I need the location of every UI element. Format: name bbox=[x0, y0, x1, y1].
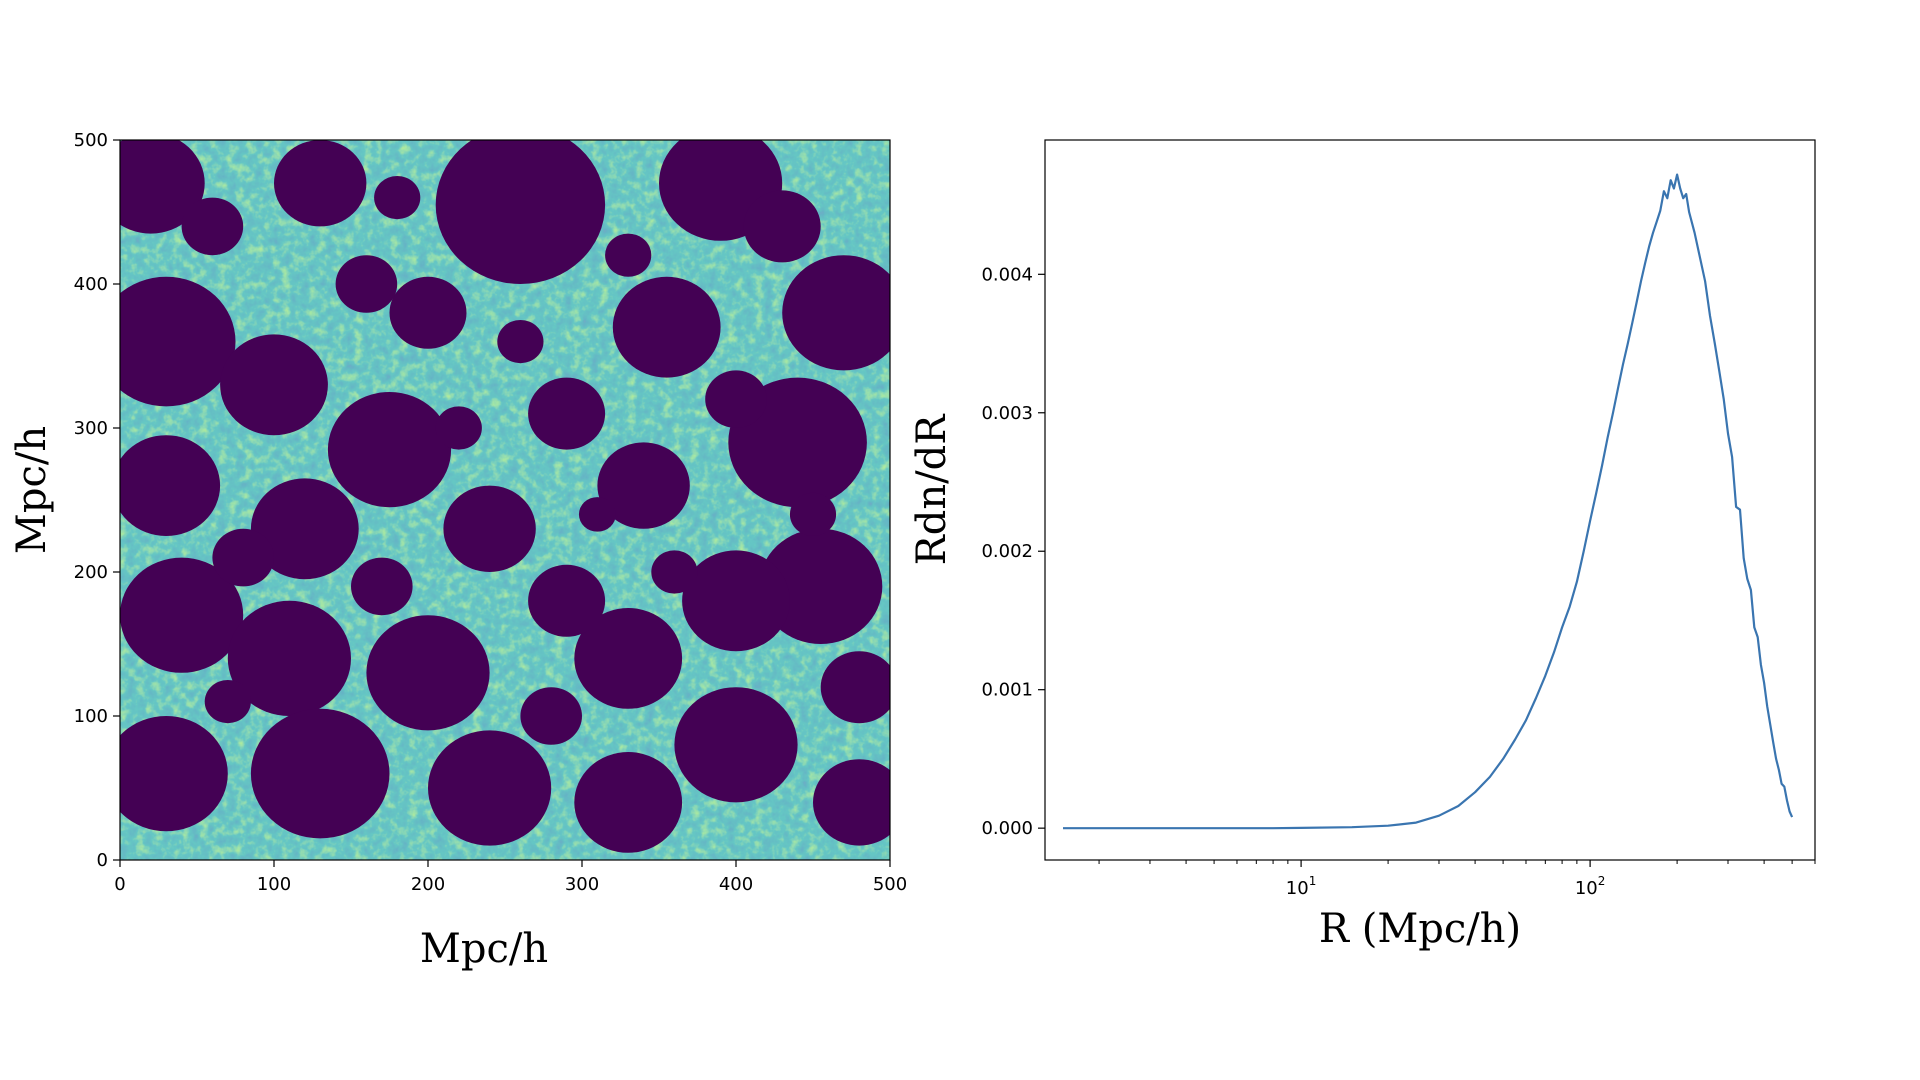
map-x-ticks: 0 100 200 300 400 500 bbox=[114, 860, 907, 895]
map-y-axis-label: Mpc/h bbox=[9, 426, 55, 554]
map-x-tick-label: 100 bbox=[257, 874, 291, 895]
ionized-region-9 bbox=[612, 276, 721, 378]
dist-y-ticks: 0.000 0.001 0.002 0.003 0.004 bbox=[981, 264, 1045, 839]
ionized-region-22 bbox=[250, 708, 390, 839]
map-y-ticks: 0 100 200 300 400 500 bbox=[74, 130, 120, 871]
map-x-axis-label: Mpc/h bbox=[420, 926, 548, 972]
map-x-tick-label: 400 bbox=[719, 874, 753, 895]
ionized-region-38 bbox=[497, 320, 544, 364]
ionized-region-21 bbox=[120, 716, 228, 832]
ionized-region-7 bbox=[327, 392, 452, 508]
map-y-tick-label: 300 bbox=[74, 418, 108, 439]
ionized-region-25 bbox=[674, 687, 798, 803]
map-x-tick-label: 500 bbox=[873, 874, 907, 895]
ionized-region-5 bbox=[120, 276, 236, 407]
map-frame bbox=[119, 139, 891, 861]
ionized-region-31 bbox=[212, 528, 274, 587]
ionized-region-13 bbox=[443, 485, 536, 572]
ionized-region-12 bbox=[250, 478, 359, 580]
ionized-region-16 bbox=[120, 557, 244, 673]
dist-y-tick-label: 0.001 bbox=[981, 680, 1033, 701]
dist-y-axis-label: Rdn/dR bbox=[909, 413, 955, 566]
map-y-tick-label: 200 bbox=[74, 562, 108, 583]
ionized-region-11 bbox=[120, 435, 221, 536]
ionized-region-28 bbox=[181, 197, 244, 256]
ionized-region-27 bbox=[389, 276, 467, 349]
dist-x-ticks: 101 102 bbox=[1098, 860, 1816, 899]
ionized-region-37 bbox=[204, 680, 251, 724]
ionized-region-43 bbox=[789, 492, 837, 536]
ionized-region-44 bbox=[578, 497, 616, 532]
map-y-tick-label: 0 bbox=[97, 850, 108, 871]
ionized-region-18 bbox=[366, 615, 490, 731]
ionized-regions bbox=[120, 140, 890, 853]
ionized-region-2 bbox=[435, 140, 606, 284]
map-y-tick-label: 400 bbox=[74, 274, 108, 295]
dist-x-tick-label: 101 bbox=[1286, 874, 1317, 899]
ionized-region-15 bbox=[759, 528, 883, 645]
ionized-region-23 bbox=[428, 730, 552, 846]
dist-x-tick-label: 102 bbox=[1575, 874, 1606, 899]
map-x-tick-label: 300 bbox=[565, 874, 599, 895]
ionized-region-32 bbox=[528, 564, 606, 637]
ionized-region-26 bbox=[813, 759, 890, 846]
map-x-tick-label: 0 bbox=[114, 874, 125, 895]
ionized-region-42 bbox=[374, 176, 421, 220]
map-x-tick-label: 200 bbox=[411, 874, 445, 895]
plot-background bbox=[1045, 140, 1815, 860]
ionized-region-1 bbox=[274, 140, 367, 227]
ionized-region-19 bbox=[574, 608, 683, 709]
ionized-region-17 bbox=[227, 600, 351, 717]
ionized-region-36 bbox=[520, 687, 582, 745]
ionized-region-39 bbox=[435, 406, 482, 450]
ionized-region-20 bbox=[682, 550, 790, 652]
ionized-region-29 bbox=[335, 255, 398, 313]
ionized-region-4 bbox=[782, 255, 890, 371]
ionized-region-41 bbox=[605, 233, 652, 277]
dist-y-tick-label: 0.000 bbox=[981, 818, 1033, 839]
ionized-region-14 bbox=[597, 442, 690, 529]
ionized-region-33 bbox=[351, 557, 413, 616]
size-distribution-panel: 101 102 0.000 0.001 0.002 0.003 0.004 R (Mpc/… bbox=[909, 139, 1816, 952]
ionized-region-35 bbox=[820, 651, 890, 724]
dist-y-tick-label: 0.004 bbox=[981, 264, 1033, 285]
plot-frame bbox=[1044, 139, 1816, 861]
ionized-region-24 bbox=[574, 752, 683, 853]
series-line bbox=[1063, 173, 1794, 830]
dist-y-tick-label: 0.003 bbox=[981, 403, 1033, 424]
dist-x-axis-label: R (Mpc/h) bbox=[1319, 906, 1521, 952]
ionized-region-40 bbox=[705, 370, 767, 429]
ionized-region-34 bbox=[651, 550, 698, 594]
ionized-region-8 bbox=[528, 377, 606, 450]
dist-y-tick-label: 0.002 bbox=[981, 541, 1033, 562]
ionized-region-6 bbox=[220, 334, 328, 436]
map-y-tick-label: 500 bbox=[74, 130, 108, 151]
ionized-region-0 bbox=[120, 140, 205, 234]
map-y-tick-label: 100 bbox=[74, 706, 108, 727]
ionized-region-30 bbox=[743, 190, 821, 263]
